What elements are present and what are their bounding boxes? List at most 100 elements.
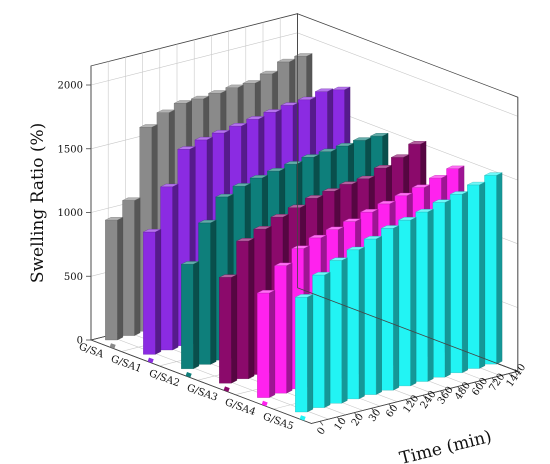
bar-side	[248, 238, 255, 380]
x-tick-label: 30	[367, 407, 383, 424]
bar-top	[229, 123, 247, 127]
category-label: G/SA	[77, 342, 105, 361]
bar-top	[122, 197, 141, 201]
x-tick-mark	[457, 386, 461, 391]
y-tick-label: 0	[77, 336, 83, 347]
bar-top	[250, 175, 268, 179]
bar-front	[274, 265, 287, 394]
x-tick-mark	[388, 403, 393, 409]
bar-top	[181, 261, 199, 265]
bar-G/SA3-t10	[236, 238, 255, 380]
x-tick-label: 10	[333, 416, 349, 433]
bar-front	[219, 277, 232, 384]
bar-top	[305, 195, 323, 199]
x-tick-mark	[491, 377, 496, 383]
bar-top	[339, 181, 358, 185]
bar-top	[225, 84, 244, 88]
x-tick-mark	[319, 421, 324, 426]
bar-top	[326, 226, 344, 230]
category-marker	[109, 343, 116, 349]
bar-G/SA5-t120	[381, 225, 400, 391]
bar-front	[381, 228, 394, 391]
bar-side	[210, 219, 217, 365]
bar-top	[336, 143, 354, 147]
bar-top	[360, 209, 379, 213]
bar-top	[177, 146, 196, 150]
bar-top	[315, 88, 333, 92]
category-label: G/SA5	[261, 411, 295, 432]
bar-G/SA5-t240	[398, 217, 417, 387]
bar-top	[263, 109, 282, 113]
bar-G/SA1-t0	[143, 228, 162, 355]
bar-top	[394, 192, 413, 196]
bar-top	[242, 80, 261, 84]
bar-front	[415, 211, 428, 382]
x-tick-label: 1440	[505, 362, 529, 389]
bar-front	[198, 222, 211, 365]
x-tick-label: 0	[315, 426, 328, 438]
bar-top	[353, 137, 371, 141]
bar-side	[269, 289, 276, 398]
bar-G/SA5-t600	[449, 191, 468, 374]
bar-G/SA5-t20	[329, 257, 348, 404]
bar-top	[208, 90, 227, 94]
bar-side	[134, 197, 141, 336]
bar-top	[374, 165, 392, 169]
bar-front	[432, 202, 446, 378]
bar-top	[198, 219, 217, 224]
category-label: G/SA1	[109, 354, 143, 375]
bar-top	[212, 130, 230, 134]
bar-G/SA4-t0	[257, 289, 276, 398]
bar-front	[398, 219, 411, 387]
x-tick-mark	[440, 390, 444, 396]
bar-top	[412, 184, 430, 188]
bar-front	[181, 264, 194, 369]
bar-top	[105, 217, 123, 221]
bar-top	[295, 294, 313, 298]
bar-top	[232, 183, 251, 187]
bar-G/SA2-t0	[181, 261, 200, 370]
bar-top	[377, 200, 396, 205]
bar-G/SA5-t60	[363, 235, 382, 395]
x-tick-label: 20	[350, 412, 366, 429]
bar-G/SA2-t10	[198, 219, 217, 365]
bar-side	[155, 228, 162, 355]
bar-side	[358, 246, 365, 400]
bar-side	[307, 294, 314, 413]
x-tick-mark	[474, 381, 479, 387]
bar-top	[191, 95, 209, 100]
y-tick-label: 2000	[58, 81, 83, 92]
bar-front	[105, 219, 118, 341]
bar-top	[277, 58, 295, 63]
bar-top	[260, 70, 278, 75]
bar-front	[143, 231, 156, 355]
bar-side	[117, 217, 124, 341]
bar-top	[156, 109, 175, 113]
bar-G/SA1-t10	[160, 183, 179, 351]
frame-right-edge	[297, 287, 518, 372]
bar-G/SA5-t1440	[484, 172, 503, 365]
bar-G/SA5-t10	[312, 271, 331, 408]
bar-side	[324, 271, 331, 408]
frame-front-edges	[90, 65, 519, 424]
bar-side	[410, 217, 417, 387]
bar-G/SA5-t480	[432, 199, 451, 378]
bar-top	[291, 245, 310, 249]
bar-top	[298, 96, 316, 100]
bar-side	[461, 191, 468, 374]
bar-G/SA5-t30	[346, 246, 365, 400]
y-tick-label: 500	[64, 272, 83, 283]
x-tick-label: 60	[384, 403, 400, 420]
chart-bars	[105, 53, 503, 413]
bar-top	[446, 165, 465, 169]
bar-side	[193, 261, 200, 370]
bar-side	[375, 235, 382, 395]
bar-front	[122, 200, 135, 336]
bar-top	[267, 168, 285, 172]
bar-top	[312, 272, 331, 276]
bar-front	[257, 292, 270, 398]
bar-side	[172, 183, 179, 351]
bar-front	[160, 186, 173, 351]
